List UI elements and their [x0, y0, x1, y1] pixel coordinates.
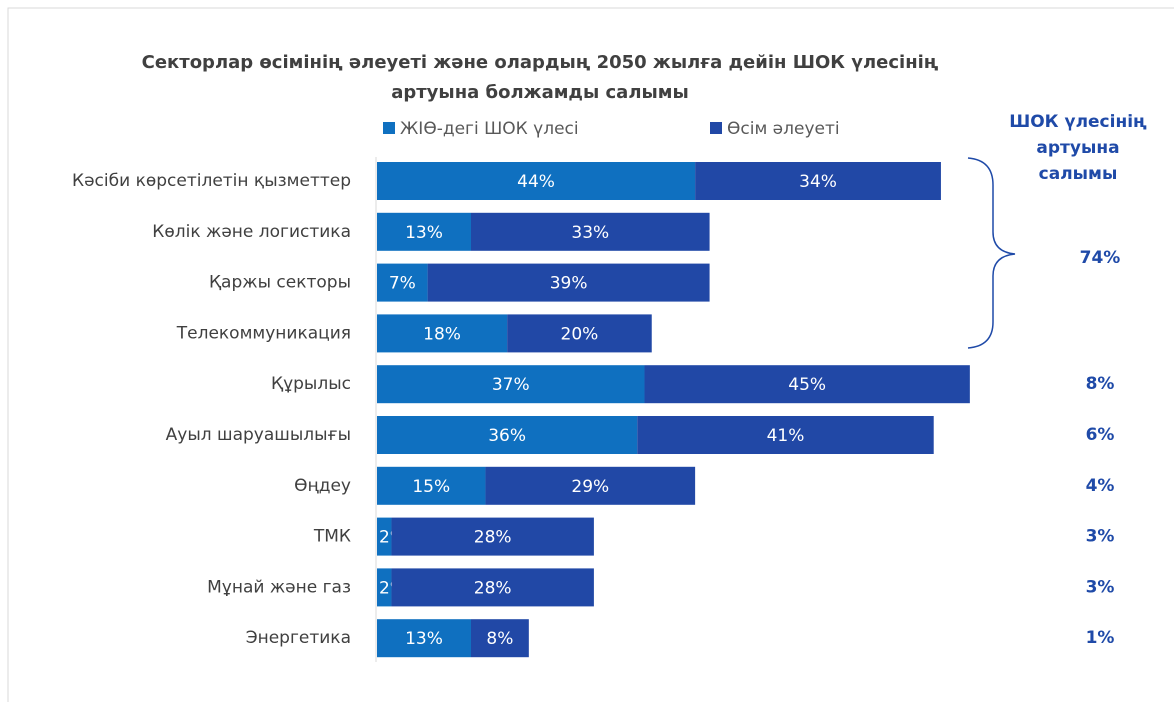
bar-segment [377, 517, 392, 556]
category-label: Қаржы секторы [209, 273, 351, 293]
value-label: 20% [561, 324, 599, 344]
chart-title: Секторлар өсімінің әлеуеті және олардың … [142, 52, 939, 73]
contribution-label: 6% [1086, 425, 1115, 445]
bar-segment [377, 162, 696, 200]
value-label: 39% [550, 274, 588, 294]
bar-segment [391, 517, 594, 556]
brace [967, 157, 1016, 349]
bar-segment [377, 212, 471, 251]
value-label: 7% [389, 274, 416, 294]
bar-segment [507, 314, 652, 353]
value-label: 8% [486, 629, 513, 649]
value-label: 45% [788, 375, 826, 395]
bar-segment [644, 365, 970, 404]
legend-label: ЖІӨ-дегі ШОК үлесі [400, 119, 579, 139]
legend-swatch [383, 122, 395, 134]
bar-segment [470, 619, 529, 658]
contribution-title: салымы [1039, 164, 1118, 184]
bar-segment [637, 416, 934, 454]
bar-segment [377, 416, 638, 454]
legend-label: Өсім әлеуеті [727, 119, 840, 139]
category-label: Кәсіби көрсетілетін қызметтер [72, 171, 351, 191]
bar-segment [377, 466, 486, 505]
value-label: 15% [412, 477, 450, 497]
contribution-label: 8% [1086, 374, 1115, 394]
value-label: 37% [492, 375, 530, 395]
value-label: 34% [799, 172, 837, 192]
category-label: ТМК [313, 527, 351, 547]
bar-segment [377, 365, 645, 404]
category-label: Құрылыс [271, 374, 351, 394]
chart-title: артуына болжамды салымы [391, 82, 689, 103]
bar-segment [377, 619, 471, 658]
value-label: 33% [571, 223, 609, 243]
bar-segment [377, 314, 508, 353]
value-label: 13% [405, 223, 443, 243]
contribution-label: 1% [1086, 628, 1115, 648]
category-label: Мұнай және газ [207, 577, 351, 597]
value-label: 36% [488, 426, 526, 446]
category-label: Ауыл шаруашылығы [166, 425, 351, 445]
value-label: 18% [423, 324, 461, 344]
bar-segment [470, 212, 710, 251]
contribution-title: ШОК үлесінің [1009, 112, 1147, 132]
category-label: Көлік және логистика [152, 222, 351, 242]
value-label: 44% [517, 172, 555, 192]
category-label: Телекоммуникация [176, 323, 351, 343]
contribution-label: 3% [1086, 527, 1115, 547]
value-label: 41% [767, 426, 805, 446]
contribution-title: артуына [1036, 138, 1119, 158]
contribution-label: 3% [1086, 577, 1115, 597]
bar-segment [485, 466, 696, 505]
bar-segment [695, 162, 941, 200]
value-label: 13% [405, 629, 443, 649]
bar-segment [377, 263, 428, 302]
category-label: Энергетика [246, 628, 351, 648]
bar-segment [391, 568, 594, 607]
frame [7, 7, 1174, 706]
value-label: 28% [474, 578, 512, 598]
contribution-label: 4% [1086, 476, 1115, 496]
bar-segment [377, 568, 392, 607]
value-label: 29% [571, 477, 609, 497]
contribution-label: 74% [1080, 248, 1121, 268]
value-label: 28% [474, 528, 512, 548]
legend-swatch [710, 122, 722, 134]
bar-segment [427, 263, 710, 302]
category-label: Өңдеу [294, 476, 351, 496]
